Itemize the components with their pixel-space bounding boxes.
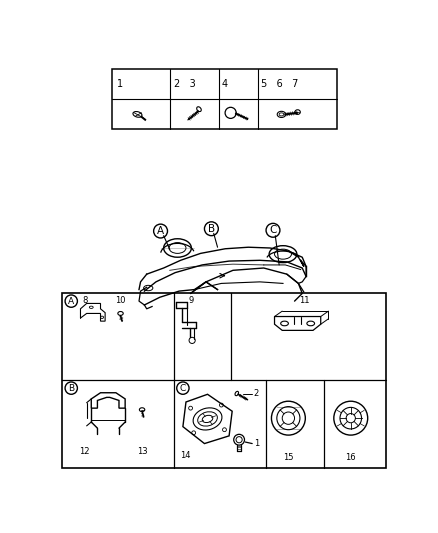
Text: A: A — [68, 297, 74, 305]
Text: 10: 10 — [115, 296, 126, 305]
Text: 16: 16 — [346, 453, 356, 462]
Text: 8: 8 — [82, 296, 88, 305]
Text: 15: 15 — [283, 453, 293, 462]
Text: C: C — [269, 225, 277, 235]
Text: 4: 4 — [221, 79, 227, 90]
Text: 12: 12 — [79, 447, 89, 456]
Text: 2   3: 2 3 — [173, 79, 195, 90]
Text: 5   6   7: 5 6 7 — [261, 79, 299, 90]
Text: 2: 2 — [254, 389, 259, 398]
Text: 11: 11 — [299, 296, 310, 305]
Bar — [112, 69, 337, 130]
Text: B: B — [208, 224, 215, 234]
Text: 9: 9 — [188, 296, 194, 305]
Text: C: C — [180, 384, 186, 393]
Text: 14: 14 — [180, 451, 191, 461]
Text: 1: 1 — [254, 439, 259, 448]
Text: 1: 1 — [117, 79, 124, 90]
Bar — [62, 293, 386, 468]
Text: 13: 13 — [137, 447, 147, 456]
Text: A: A — [157, 226, 164, 236]
Text: B: B — [68, 384, 74, 393]
